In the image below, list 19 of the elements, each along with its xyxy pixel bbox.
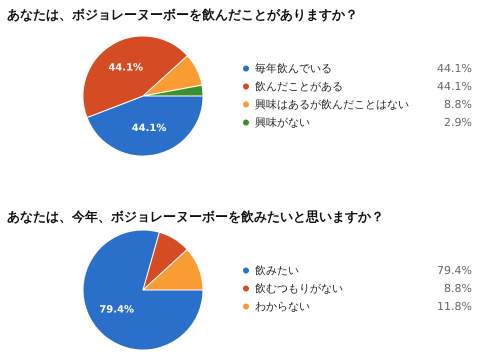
data-label: 44.1%: [108, 62, 144, 74]
data-label: 44.1%: [132, 122, 166, 134]
text: 44.1%: [437, 80, 472, 93]
legend-label: 飲むつもりがない: [255, 282, 343, 295]
text: 44.1%: [437, 62, 472, 75]
legend-label: 飲みたい: [255, 264, 299, 277]
chart-title: あなたは、ボジョレーヌーボーを飲んだことがありますか？: [7, 8, 358, 23]
legend-label: 飲んだことがある: [255, 80, 343, 93]
data-label: 79.4%: [99, 304, 134, 316]
data-label: 2.9%: [444, 116, 472, 129]
data-label: 8.8%: [444, 282, 472, 295]
text: 79.4%: [437, 264, 472, 277]
chart-title: あなたは、今年、ボジョレーヌーボーを飲みたいと思いますか？: [7, 210, 384, 225]
legend-label: 興味はあるが飲んだことはない: [255, 98, 409, 111]
legend-label: 毎年飲んでいる: [255, 62, 332, 75]
data-label: 11.8%: [437, 300, 472, 313]
legend-label: わからない: [255, 300, 310, 313]
legend-label: 興味がない: [255, 116, 310, 129]
data-label: 8.8%: [444, 98, 472, 111]
